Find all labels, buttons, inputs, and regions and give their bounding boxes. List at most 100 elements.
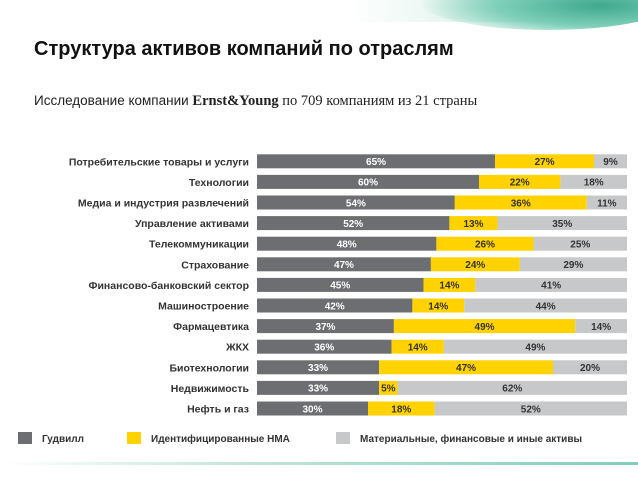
bar-segment xyxy=(257,257,431,272)
bar-segment xyxy=(443,339,627,354)
bar-segment xyxy=(257,154,496,169)
bar-segment xyxy=(391,339,444,354)
bar-segment xyxy=(368,401,435,416)
bar-segment xyxy=(434,401,627,416)
data-label: 25% xyxy=(570,240,590,251)
bar-segment xyxy=(464,298,627,313)
bar-segment xyxy=(257,401,368,416)
slide-title: Структура активов компаний по отраслям xyxy=(34,38,454,60)
data-label: 18% xyxy=(391,404,411,415)
category-label: Страхование xyxy=(181,259,249,271)
bar-segment xyxy=(257,380,380,395)
data-label: 52% xyxy=(521,404,541,415)
data-label: 33% xyxy=(308,363,328,374)
data-label: 24% xyxy=(465,260,485,271)
data-label: 49% xyxy=(525,343,545,354)
bar-segment xyxy=(449,216,498,231)
data-label: 14% xyxy=(408,343,428,354)
data-label: 52% xyxy=(343,219,363,230)
bar-segment xyxy=(519,257,627,272)
bar-segment xyxy=(393,319,576,334)
category-label: Потребительские товары и услуги xyxy=(69,156,249,168)
bar-segment xyxy=(257,339,392,354)
data-label: 47% xyxy=(456,363,476,374)
data-label: 62% xyxy=(502,384,522,395)
data-label: 5% xyxy=(381,384,396,395)
data-label: 14% xyxy=(591,322,611,333)
legend-label: Материальные, финансовые и иные активы xyxy=(360,433,582,445)
subtitle-suffix: по 709 компаниям из 21 страны xyxy=(278,93,478,109)
data-label: 54% xyxy=(346,198,366,209)
bar-segment xyxy=(257,360,380,375)
bar-segment xyxy=(454,195,587,210)
data-label: 60% xyxy=(358,178,378,189)
bar-segment xyxy=(257,319,394,334)
bar-segment xyxy=(533,236,627,251)
category-label: Машиностроение xyxy=(158,301,249,313)
bar-segment xyxy=(257,298,413,313)
data-label: 41% xyxy=(541,281,561,292)
bar-segment xyxy=(479,174,561,189)
data-label: 37% xyxy=(315,322,335,333)
category-label: Нефть и газ xyxy=(187,404,249,416)
bar-segment xyxy=(475,277,627,292)
bar-segment xyxy=(586,195,627,210)
data-label: 48% xyxy=(337,240,357,251)
category-label: Финансово-банковский сектор xyxy=(89,280,250,292)
data-label: 36% xyxy=(511,198,531,209)
legend-swatch xyxy=(127,432,141,444)
footer-decoration xyxy=(0,462,638,465)
subtitle-prefix: Исследование компании xyxy=(34,93,193,108)
bar-segment xyxy=(430,257,520,272)
bar-segment xyxy=(397,380,627,395)
data-label: 33% xyxy=(308,384,328,395)
bar-segment xyxy=(257,216,450,231)
data-label: 44% xyxy=(536,301,556,312)
bar-segment xyxy=(560,174,627,189)
data-label: 35% xyxy=(552,219,572,230)
bar-segment xyxy=(436,236,534,251)
data-label: 13% xyxy=(463,219,483,230)
bar-segment xyxy=(594,154,627,169)
bar-segment xyxy=(379,360,553,375)
category-label: Телекоммуникации xyxy=(149,239,249,251)
category-label: Недвижимость xyxy=(171,383,250,395)
category-label: Биотехнологии xyxy=(169,362,249,374)
category-label: Фармацевтика xyxy=(173,321,249,333)
subtitle-brand: Ernst&Young xyxy=(192,93,279,109)
data-label: 9% xyxy=(603,157,618,168)
legend-label: Гудвилл xyxy=(42,434,84,445)
category-label: Управление активами xyxy=(135,218,249,230)
data-label: 49% xyxy=(475,322,495,333)
category-label: Технологии xyxy=(189,177,249,189)
data-label: 27% xyxy=(535,157,555,168)
bar-segment xyxy=(497,216,627,231)
data-label: 11% xyxy=(597,198,617,209)
data-label: 45% xyxy=(330,281,350,292)
data-label: 14% xyxy=(428,301,448,312)
data-label: 47% xyxy=(334,260,354,271)
data-label: 29% xyxy=(563,260,583,271)
data-label: 30% xyxy=(302,404,322,415)
bar-segment xyxy=(257,236,437,251)
legend-swatch xyxy=(336,432,350,444)
bar-segment xyxy=(257,174,479,189)
data-label: 14% xyxy=(439,281,459,292)
data-label: 36% xyxy=(314,343,334,354)
category-label: ЖКХ xyxy=(225,342,249,354)
data-label: 18% xyxy=(584,178,604,189)
legend-swatch xyxy=(18,432,32,444)
bar-segment xyxy=(553,360,627,375)
data-label: 65% xyxy=(366,157,386,168)
bar-segment xyxy=(412,298,465,313)
legend-label: Идентифицированные НМА xyxy=(151,433,290,445)
bar-segment xyxy=(379,380,398,395)
slide-subtitle: Исследование компании Ernst&Young по 709… xyxy=(34,93,477,110)
data-label: 26% xyxy=(475,240,495,251)
data-label: 42% xyxy=(325,301,345,312)
bar-segment xyxy=(257,195,455,210)
data-label: 22% xyxy=(510,178,530,189)
category-label: Медиа и индустрия развлечений xyxy=(78,198,249,210)
bar-segment xyxy=(495,154,595,169)
